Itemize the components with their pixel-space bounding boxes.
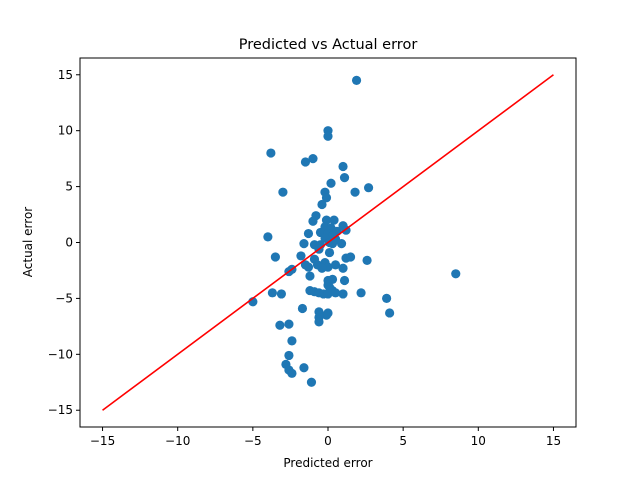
scatter-point	[339, 173, 350, 183]
scatter-point	[323, 308, 333, 318]
y-tick-label: 15	[58, 68, 73, 82]
x-tick-label: 0	[324, 434, 332, 448]
scatter-point	[275, 320, 285, 330]
scatter-point	[317, 199, 327, 210]
y-tick-label: 0	[65, 236, 73, 250]
scatter-point	[321, 193, 332, 203]
scatter-point	[303, 262, 314, 272]
scatter-point	[284, 319, 294, 329]
scatter-point	[299, 239, 309, 249]
x-axis-title: Predicted error	[283, 456, 372, 470]
scatter-point	[363, 183, 374, 193]
y-tick-label: 10	[58, 124, 73, 138]
scatter-point	[300, 157, 311, 167]
y-tick-label: −5	[55, 291, 73, 305]
scatter-point	[308, 154, 318, 164]
y-tick-label: −10	[48, 347, 73, 361]
scatter-point	[338, 289, 348, 299]
reference-line	[102, 74, 554, 411]
scatter-point	[327, 239, 338, 249]
scatter-point	[336, 239, 347, 249]
scatter-point	[317, 263, 327, 273]
scatter-point	[350, 187, 360, 197]
scatter-point	[362, 255, 372, 265]
chart-title: Predicted vs Actual error	[239, 37, 418, 53]
y-axis-title: Actual error	[21, 207, 35, 278]
scatter-point	[351, 75, 362, 85]
x-tick-label: −10	[165, 434, 190, 448]
y-tick-label: 5	[65, 180, 73, 194]
scatter-point	[267, 288, 277, 298]
scatter-point	[382, 293, 392, 304]
scatter-point	[270, 252, 280, 262]
scatter-point	[338, 161, 348, 172]
scatter-point	[305, 271, 315, 281]
scatter-point	[284, 350, 294, 361]
scatter-point	[263, 232, 273, 242]
scatter-point	[345, 252, 356, 262]
scatter-point	[299, 363, 309, 373]
x-tick-label: 5	[399, 434, 407, 448]
scatter-point	[385, 308, 395, 318]
x-tick-label: 10	[471, 434, 486, 448]
scatter-point	[308, 216, 318, 226]
y-tick-label: −15	[48, 403, 73, 417]
scatter-point	[296, 251, 306, 261]
scatter-point	[303, 228, 314, 239]
scatter-point	[287, 336, 297, 346]
scatter-point	[323, 131, 333, 141]
plot-area: −15 −10 −5 0 5 10 15 −15 −10 −5 0 5 10 15	[48, 57, 577, 448]
scatter-point	[287, 368, 297, 378]
scatter-point	[314, 317, 324, 327]
x-tick-label: −15	[90, 434, 115, 448]
scatter-point	[356, 288, 366, 298]
scatter-point	[278, 187, 288, 197]
scatter-point	[451, 269, 461, 279]
scatter-point	[326, 178, 336, 188]
scatter-point	[306, 377, 317, 387]
scatter-point	[330, 260, 341, 270]
scatter-point	[330, 288, 341, 298]
x-tick-label: −5	[244, 434, 262, 448]
scatter-point	[339, 275, 350, 286]
scatter-point	[297, 303, 308, 314]
scatter-point	[266, 148, 276, 158]
scatter-point	[329, 215, 339, 225]
scatter-point	[276, 289, 287, 299]
x-tick-label: 15	[546, 434, 561, 448]
scatter-point	[324, 247, 335, 258]
scatter-point	[338, 263, 348, 273]
